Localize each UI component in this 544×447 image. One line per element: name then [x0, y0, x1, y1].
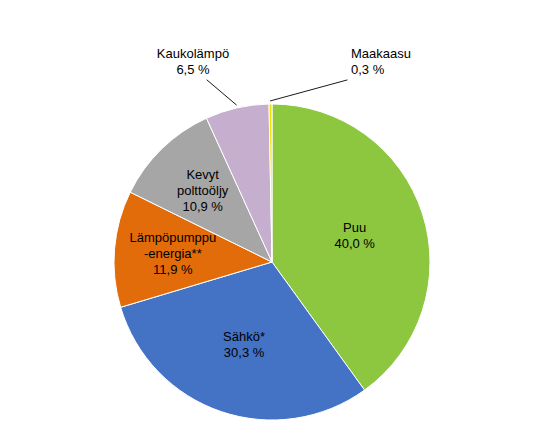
category-label: Sähkö*	[223, 329, 265, 344]
slices	[114, 104, 430, 420]
data-label: 6,5 %	[176, 62, 210, 77]
chart-root: Puu40,0 % Sähkö*30,3 % Lämpöpumppu-energia…	[0, 0, 544, 447]
category-label: Puu	[343, 220, 366, 235]
leader-line	[270, 80, 347, 101]
category-label: polttoöljy	[177, 183, 229, 198]
data-label: 30,3 %	[224, 345, 265, 360]
category-label: -energia**	[144, 246, 202, 261]
category-label: Kaukolämpö	[157, 46, 229, 61]
data-label: 10,9 %	[182, 199, 223, 214]
data-label: 0,3 %	[351, 62, 385, 77]
pie-slice	[269, 104, 272, 262]
labels: Puu40,0 % Sähkö*30,3 % Lämpöpumppu-energia…	[129, 46, 411, 360]
data-label: 11,9 %	[153, 262, 193, 277]
pie-chart: Puu40,0 % Sähkö*30,3 % Lämpöpumppu-energia…	[0, 0, 544, 447]
category-label: Kevyt	[186, 167, 219, 182]
category-label: Lämpöpumppu	[129, 230, 216, 245]
leader-line	[207, 80, 236, 105]
category-label: Maakaasu	[351, 46, 411, 61]
data-label: 40,0 %	[334, 236, 375, 251]
